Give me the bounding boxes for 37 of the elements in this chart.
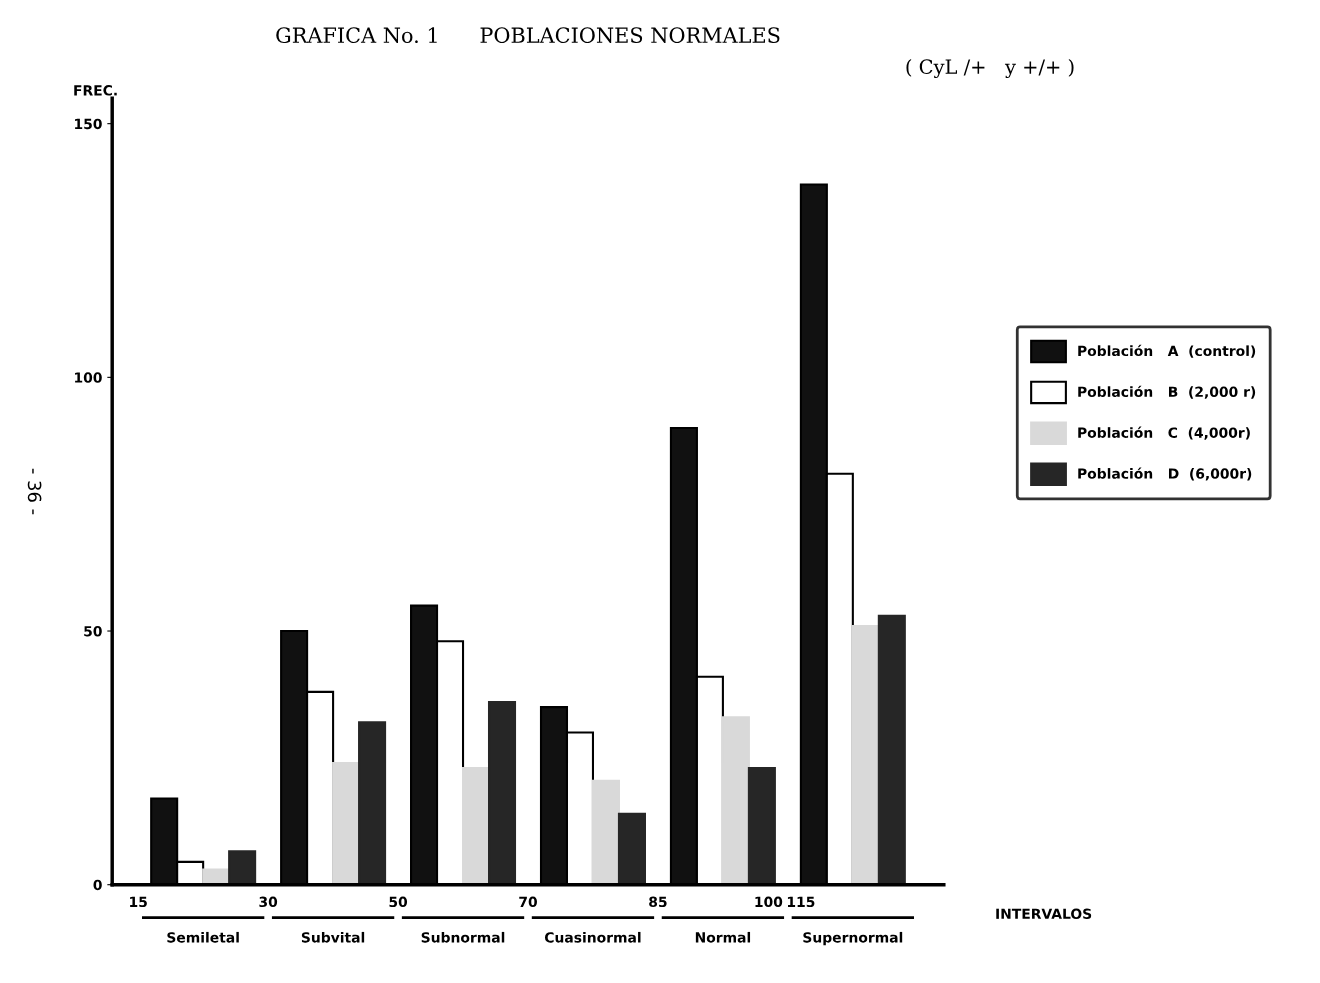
chart-title: GRAFICA No. 1 POBLACIONES NORMALES (276, 27, 780, 44)
bar (461, 766, 491, 885)
x-tick-label: Cuasinormal (544, 931, 641, 943)
text: 85 (649, 896, 667, 908)
text: 50 (389, 896, 408, 908)
x-tick-label: Normal (695, 931, 751, 943)
x-tick-label: Subvital (301, 931, 365, 943)
x-tick-label: Subnormal (421, 931, 505, 943)
bar (591, 779, 620, 885)
text: - 36 - (27, 468, 42, 515)
legend-label: Población C (4,000r) (1078, 426, 1250, 440)
bar (332, 761, 361, 885)
legend-label: Población D (6,000r) (1078, 467, 1252, 481)
text: 115 (787, 896, 815, 908)
bar (721, 716, 750, 885)
text: 30 (259, 896, 278, 908)
legend-label: Población B (2,000 r) (1078, 385, 1256, 399)
x-tick-label: Semiletal (167, 931, 239, 943)
y-axis-title: FREC. (74, 85, 117, 96)
y-tick-label: 150 (75, 118, 102, 130)
legend-label: Población A (control) (1078, 344, 1256, 358)
x-tick-label: Supernormal (803, 931, 903, 946)
text: ( CyL /+ y +/+ ) (906, 58, 1074, 79)
bar (747, 766, 776, 885)
bar (228, 850, 257, 885)
x-axis-title: INTERVALOS (996, 908, 1092, 920)
text: 15 (130, 896, 147, 908)
text: 70 (519, 896, 537, 908)
text: 100 (755, 896, 783, 908)
y-tick-label: 50 (84, 625, 102, 637)
bar (851, 624, 880, 885)
bar (617, 812, 646, 885)
bar (358, 721, 387, 885)
bar (877, 614, 906, 885)
bar (487, 701, 517, 885)
y-tick-label: 100 (75, 372, 102, 383)
y-tick-label: 0 (93, 879, 102, 891)
